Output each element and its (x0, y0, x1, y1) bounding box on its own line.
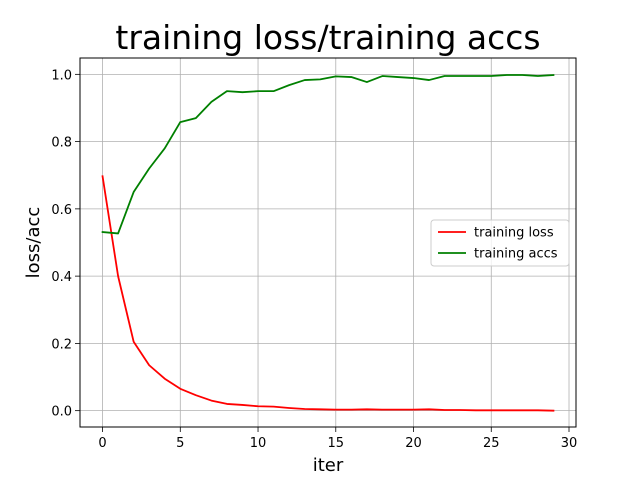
legend: training loss training accs (430, 219, 570, 267)
plot-area-frame (79, 57, 577, 428)
x-tick-label: 0 (98, 436, 106, 451)
chart-title: training loss/training accs (115, 18, 540, 57)
x-tick-label: 30 (561, 436, 578, 451)
y-tick-label: 0.8 (51, 136, 72, 151)
x-tick-label: 5 (176, 436, 184, 451)
y-axis-title: loss/acc (23, 207, 44, 279)
x-tick-label: 15 (328, 436, 345, 451)
x-axis-title: iter (313, 455, 344, 476)
y-tick-label: 0.6 (51, 203, 72, 218)
legend-label: training accs (474, 247, 558, 262)
series-lines (101, 74, 555, 412)
y-tick-label: 0.2 (51, 337, 72, 352)
y-tick-label: 1.0 (51, 68, 72, 83)
x-tick-label: 20 (405, 436, 422, 451)
y-tick-label: 0.4 (51, 270, 72, 285)
x-tick-label: 25 (483, 436, 500, 451)
x-tick-label: 10 (250, 436, 267, 451)
grid (80, 58, 576, 427)
series-line-training-accs (101, 74, 555, 235)
series-line-training-loss (101, 175, 555, 412)
legend-label: training loss (474, 226, 554, 241)
axis-ticks: 0 5 10 15 20 25 30 0.0 0.2 0.4 0.6 0.8 1.0 (51, 68, 577, 451)
y-tick-label: 0.0 (51, 405, 72, 420)
